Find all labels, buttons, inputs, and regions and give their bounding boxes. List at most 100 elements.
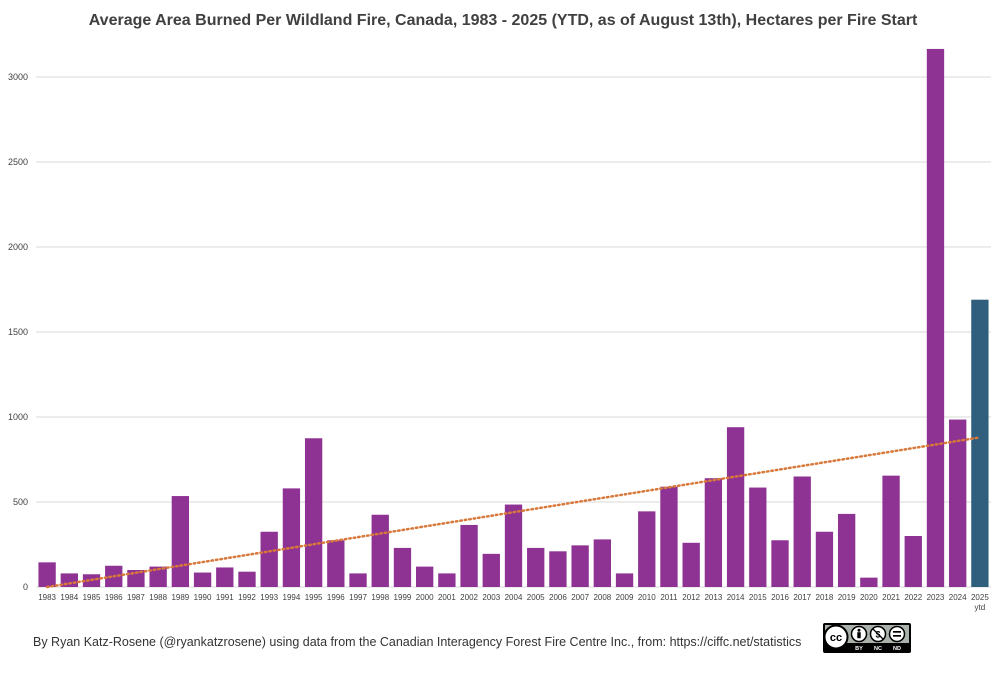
license-label-nc: NC <box>874 646 882 652</box>
x-tick-label: 2024 <box>949 593 967 602</box>
trendline-layer <box>45 436 982 589</box>
x-tick-label: 1988 <box>149 593 167 602</box>
x-tick-label: 2000 <box>416 593 434 602</box>
y-tick-label: 1000 <box>8 412 28 422</box>
y-tick-label: 2000 <box>8 242 28 252</box>
x-tick-label: 2010 <box>638 593 656 602</box>
x-tick-label: 2016 <box>771 593 789 602</box>
x-tick-label: 1990 <box>194 593 212 602</box>
x-tick-label: 1997 <box>349 593 367 602</box>
x-tick-label: 2021 <box>882 593 900 602</box>
bar-2007 <box>571 545 589 587</box>
bar-2016 <box>771 540 789 587</box>
x-tick-label: 1992 <box>238 593 256 602</box>
bar-2010 <box>638 511 656 587</box>
x-tick-label: 2011 <box>660 593 678 602</box>
bar-2022 <box>904 536 922 587</box>
bar-2018 <box>815 531 834 587</box>
x-tick-label: 2013 <box>704 593 722 602</box>
bar-1988 <box>149 566 167 587</box>
x-tick-label: 1999 <box>394 593 412 602</box>
x-tick-label: 2007 <box>571 593 589 602</box>
x-tick-label: 2025 <box>971 593 989 602</box>
bar-2019 <box>837 513 856 587</box>
x-tick-label: 1994 <box>283 593 301 602</box>
bar-2025 <box>971 299 989 587</box>
x-tick-label: 2012 <box>682 593 700 602</box>
bar-1995 <box>304 438 323 587</box>
bar-2012 <box>682 542 700 587</box>
bar-2002 <box>460 524 478 587</box>
x-tick-label: 1995 <box>305 593 323 602</box>
bar-2000 <box>416 566 434 587</box>
gridlines <box>36 76 991 588</box>
y-axis-ticks: 0 500 1000 1500 2000 2500 3000 <box>8 72 28 592</box>
bar-2017 <box>793 476 811 587</box>
x-tick-label: 2017 <box>793 593 811 602</box>
license-label-nd: ND <box>893 646 901 652</box>
x-tick-label: 2009 <box>616 593 634 602</box>
license-badge: cc $ BY NC ND <box>823 623 911 653</box>
y-tick-label: 500 <box>13 497 28 507</box>
bar-1997 <box>349 573 367 587</box>
bar-1983 <box>38 562 56 587</box>
bar-2006 <box>549 551 567 587</box>
bar-2005 <box>527 547 545 587</box>
bar-2004 <box>504 504 523 587</box>
x-tick-label: 2004 <box>505 593 523 602</box>
x-tick-label: 1996 <box>327 593 345 602</box>
license-label-by: BY <box>855 646 863 652</box>
bar-1989 <box>171 496 190 587</box>
trendline <box>45 436 982 589</box>
x-tick-label: 1998 <box>371 593 389 602</box>
bar-2024 <box>949 419 967 587</box>
cc-icon: cc <box>823 624 849 650</box>
x-tick-label: 1985 <box>83 593 101 602</box>
bar-2014 <box>726 427 745 587</box>
bar-1993 <box>260 531 278 587</box>
bar-1990 <box>193 572 212 587</box>
x-tick-label: 2018 <box>816 593 834 602</box>
bar-1998 <box>371 514 389 587</box>
x-tick-label: 2014 <box>727 593 745 602</box>
x-tick-label: 2003 <box>482 593 500 602</box>
x-tick-label: 1993 <box>260 593 278 602</box>
bars <box>38 48 989 587</box>
chart-title: Average Area Burned Per Wildland Fire, C… <box>89 12 918 29</box>
bar-2023 <box>926 48 945 587</box>
bar-2008 <box>593 539 611 587</box>
bar-1984 <box>60 573 78 587</box>
x-tick-label: 1986 <box>105 593 123 602</box>
bar-1991 <box>216 567 234 587</box>
x-tick-sublabel: ytd <box>975 603 986 612</box>
bar-2009 <box>615 573 634 587</box>
bar-1999 <box>393 547 412 587</box>
y-tick-label: 1500 <box>8 327 28 337</box>
x-tick-label: 1989 <box>171 593 189 602</box>
bar-2001 <box>438 573 456 587</box>
x-tick-label: 1983 <box>38 593 56 602</box>
bar-2003 <box>482 553 500 587</box>
bar-2020 <box>860 577 878 587</box>
nd-icon <box>888 625 906 643</box>
x-tick-label: 2008 <box>593 593 611 602</box>
x-tick-label: 2002 <box>460 593 478 602</box>
x-tick-label: 1984 <box>60 593 78 602</box>
y-tick-label: 3000 <box>8 72 28 82</box>
nc-icon: $ <box>869 625 887 643</box>
source-credit: By Ryan Katz-Rosene (@ryankatzrosene) us… <box>33 635 801 649</box>
bar-2015 <box>749 487 767 587</box>
x-tick-label: 1991 <box>216 593 234 602</box>
bar-1996 <box>327 540 345 587</box>
bar-1992 <box>238 571 256 587</box>
x-tick-label: 2020 <box>860 593 878 602</box>
x-tick-label: 2022 <box>904 593 922 602</box>
bar-2011 <box>660 486 678 587</box>
bar-2013 <box>704 478 723 587</box>
svg-text:cc: cc <box>830 632 842 644</box>
by-icon <box>850 625 868 643</box>
x-tick-label: 2015 <box>749 593 767 602</box>
x-tick-label: 2001 <box>438 593 456 602</box>
x-tick-label: 2023 <box>927 593 945 602</box>
